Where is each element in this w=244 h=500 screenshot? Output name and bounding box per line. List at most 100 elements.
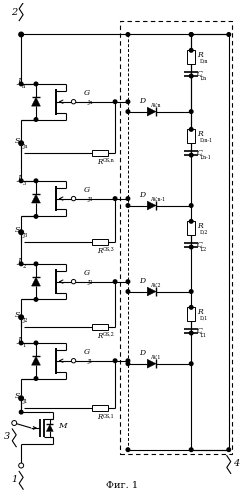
Text: D,2: D,2 [200, 229, 208, 234]
Circle shape [19, 179, 23, 182]
Circle shape [189, 204, 193, 208]
Text: T,1: T,1 [200, 333, 207, 338]
Text: J: J [17, 336, 20, 344]
Text: G: G [83, 268, 90, 276]
Circle shape [126, 280, 130, 283]
Circle shape [126, 290, 130, 294]
Circle shape [126, 448, 130, 452]
Text: S: S [15, 226, 20, 234]
Circle shape [34, 262, 38, 266]
Text: D,1: D,1 [200, 315, 208, 320]
Circle shape [227, 32, 231, 36]
Circle shape [34, 118, 38, 122]
Circle shape [19, 396, 23, 400]
Bar [92, 150, 108, 156]
Text: 3: 3 [4, 432, 10, 442]
Text: GS,2: GS,2 [103, 332, 115, 337]
Text: J2: J2 [87, 280, 93, 284]
Text: G: G [83, 89, 90, 97]
Circle shape [71, 196, 76, 201]
Text: C: C [197, 241, 203, 249]
Text: J3: J3 [87, 196, 93, 202]
Text: T,n-1: T,n-1 [200, 155, 212, 160]
Circle shape [34, 341, 38, 344]
Polygon shape [31, 194, 41, 203]
Circle shape [19, 142, 23, 145]
Text: G: G [83, 186, 90, 194]
Circle shape [19, 230, 23, 234]
Text: R: R [197, 308, 203, 316]
Circle shape [126, 100, 130, 103]
Text: M: M [58, 422, 66, 430]
Circle shape [19, 463, 24, 468]
Bar [92, 239, 108, 245]
Bar [92, 405, 108, 411]
Circle shape [19, 262, 23, 266]
Text: J: J [17, 77, 20, 85]
Polygon shape [31, 98, 41, 106]
Polygon shape [147, 107, 156, 116]
Text: 2: 2 [22, 264, 26, 269]
Circle shape [19, 82, 23, 86]
Text: D: D [140, 96, 146, 104]
Text: GS,1: GS,1 [103, 413, 115, 418]
Text: R: R [97, 247, 102, 255]
Circle shape [189, 246, 193, 249]
Circle shape [189, 332, 193, 335]
Circle shape [19, 316, 23, 319]
Text: AV,n: AV,n [150, 102, 160, 108]
Circle shape [189, 32, 193, 36]
Text: R: R [197, 222, 203, 230]
Text: R: R [97, 413, 102, 421]
Text: J1: J1 [22, 400, 28, 404]
Text: J2: J2 [22, 318, 28, 323]
Circle shape [19, 230, 24, 234]
Circle shape [189, 220, 193, 223]
Circle shape [71, 280, 76, 284]
Circle shape [126, 110, 130, 114]
Polygon shape [147, 201, 156, 210]
Text: C: C [197, 70, 203, 78]
Text: R: R [97, 158, 102, 166]
Circle shape [34, 298, 38, 301]
Bar [92, 324, 108, 330]
Text: R: R [97, 332, 102, 340]
Polygon shape [147, 287, 156, 296]
Circle shape [189, 154, 193, 157]
Circle shape [189, 362, 193, 366]
Text: AV,1: AV,1 [150, 354, 160, 360]
Circle shape [19, 341, 23, 344]
Circle shape [189, 306, 193, 309]
Polygon shape [31, 356, 41, 365]
Text: AV,2: AV,2 [150, 282, 160, 288]
Circle shape [19, 32, 23, 36]
Circle shape [227, 448, 231, 452]
Text: G: G [83, 348, 90, 356]
Circle shape [113, 359, 117, 362]
Text: C: C [197, 149, 203, 157]
Text: Jn: Jn [22, 144, 28, 149]
Text: 4: 4 [233, 459, 239, 468]
Circle shape [34, 179, 38, 182]
Circle shape [126, 359, 130, 362]
Text: 2: 2 [11, 8, 17, 17]
Text: n: n [22, 84, 26, 89]
Circle shape [126, 32, 130, 36]
Circle shape [126, 204, 130, 208]
Text: R: R [197, 130, 203, 138]
Circle shape [126, 362, 130, 366]
Text: J: J [17, 257, 20, 265]
Text: S: S [15, 311, 20, 319]
Circle shape [34, 214, 38, 218]
Circle shape [113, 280, 117, 283]
Circle shape [189, 48, 193, 52]
Text: D: D [140, 190, 146, 198]
Circle shape [189, 74, 193, 78]
Circle shape [19, 141, 24, 146]
Text: T,n: T,n [200, 76, 207, 81]
Circle shape [113, 197, 117, 200]
Circle shape [126, 197, 130, 200]
Text: J1: J1 [87, 358, 93, 364]
Text: AV,n-1: AV,n-1 [150, 196, 165, 202]
Circle shape [189, 128, 193, 131]
